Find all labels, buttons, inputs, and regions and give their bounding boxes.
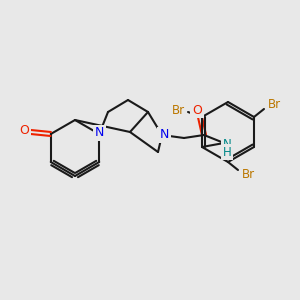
Text: Br: Br [172,103,184,116]
Text: N: N [223,137,231,151]
Text: Br: Br [267,98,280,112]
Text: Br: Br [242,167,255,181]
Text: N: N [94,127,104,140]
Text: O: O [192,103,202,116]
Text: H: H [223,146,231,158]
Text: O: O [19,124,29,137]
Text: N: N [159,128,169,142]
